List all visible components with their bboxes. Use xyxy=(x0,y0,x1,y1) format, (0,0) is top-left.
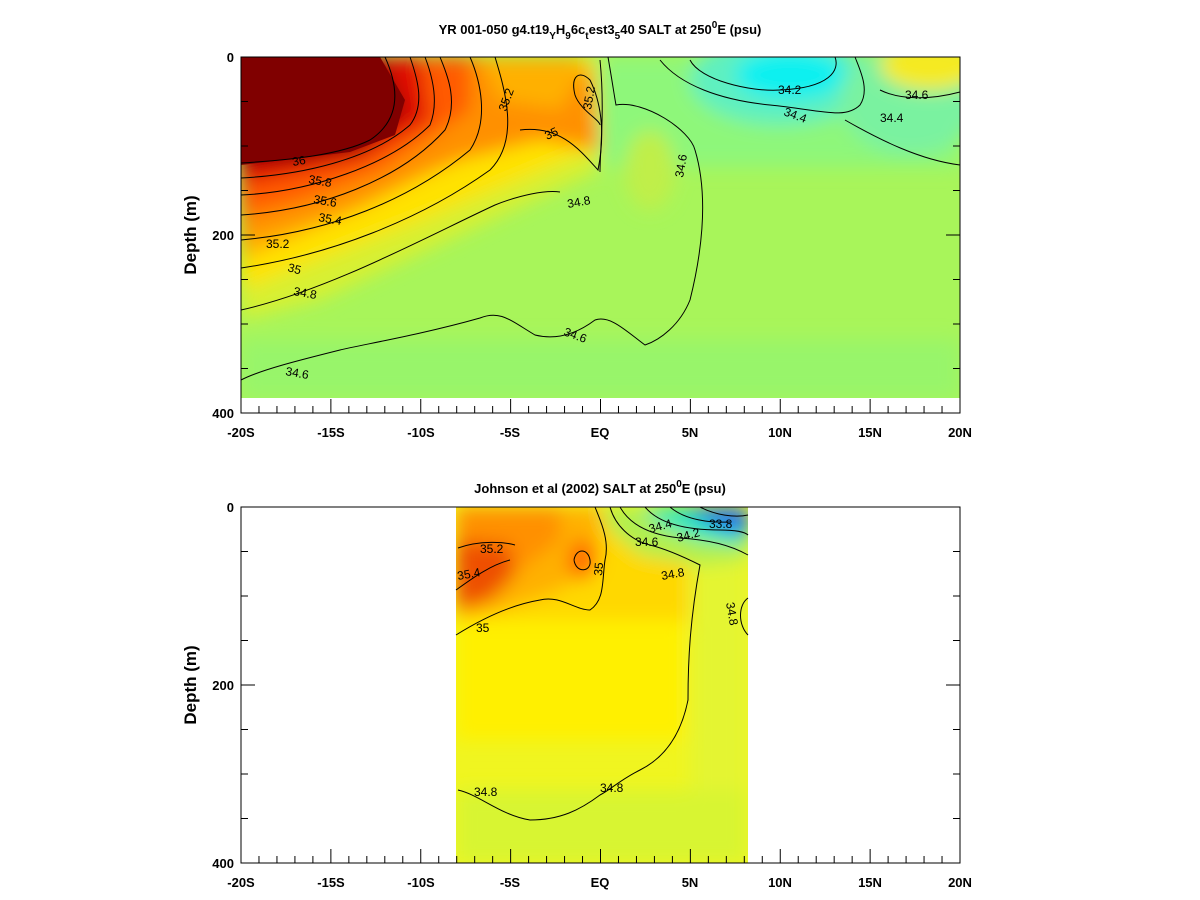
contour-label: 35 xyxy=(286,260,303,277)
contour-label: 33.8 xyxy=(709,517,733,531)
contour-label: 34.8 xyxy=(723,601,741,627)
contour-label: 35.8 xyxy=(307,172,333,190)
top-y-axis-label: Depth (m) xyxy=(181,195,200,274)
x-tick-label: 5N xyxy=(682,875,699,890)
bottom-contour-labels: 35.2 35.4 35 35 34.4 34.6 34.2 33.8 34.8… xyxy=(456,516,741,799)
x-tick-label: -5S xyxy=(500,875,521,890)
y-tick-label: 0 xyxy=(227,50,234,65)
x-tick-label: -5S xyxy=(500,425,521,440)
contour-label: 34.2 xyxy=(675,525,701,545)
contour-label: 34.4 xyxy=(880,111,904,125)
contour-label: 35.6 xyxy=(312,192,338,210)
contour-label: 34.8 xyxy=(600,781,624,795)
top-ticks xyxy=(240,56,961,414)
x-tick-label: 10N xyxy=(768,875,792,890)
x-tick-label: -10S xyxy=(407,875,435,890)
contour-label: 35 xyxy=(591,561,606,576)
bottom-x-tick-labels: -20S -15S -10S -5S EQ 5N 10N 15N 20N xyxy=(227,875,972,890)
contour-label: 34.6 xyxy=(635,535,659,549)
contour-label: 34.8 xyxy=(566,193,592,211)
x-tick-label: 5N xyxy=(682,425,699,440)
contour-label: 34.8 xyxy=(292,284,318,302)
contour-label: 34.2 xyxy=(778,83,802,97)
x-tick-label: -20S xyxy=(227,425,255,440)
bottom-contours xyxy=(455,506,749,821)
top-chart-title: YR 001-050 g4.t19YH96ctest3540 SALT at 2… xyxy=(439,20,762,42)
contour-label: 35 xyxy=(542,124,560,142)
top-contour-labels: 35.2 35.2 35 34.6 34.2 34.4 34.4 34.6 34… xyxy=(266,83,929,382)
y-tick-label: 200 xyxy=(212,678,234,693)
x-tick-label: -15S xyxy=(317,425,345,440)
contour-label: 35 xyxy=(476,621,490,635)
x-tick-label: 15N xyxy=(858,875,882,890)
x-tick-label: 10N xyxy=(768,425,792,440)
bottom-y-axis-label: Depth (m) xyxy=(181,645,200,724)
contour-label: 35.2 xyxy=(580,85,598,111)
top-contours xyxy=(240,56,961,381)
bottom-panel: Johnson et al (2002) SALT at 2500E (psu) xyxy=(181,479,972,890)
contour-label: 34.8 xyxy=(660,565,686,583)
x-tick-label: -10S xyxy=(407,425,435,440)
contour-label: 35.4 xyxy=(456,565,482,583)
y-tick-label: 400 xyxy=(212,406,234,421)
top-salinity-field xyxy=(241,57,960,398)
y-tick-label: 400 xyxy=(212,856,234,871)
contour-label: 34.6 xyxy=(672,153,690,179)
x-tick-label: 20N xyxy=(948,875,972,890)
x-tick-label: -15S xyxy=(317,875,345,890)
bottom-chart-title: Johnson et al (2002) SALT at 2500E (psu) xyxy=(474,479,726,496)
top-panel: YR 001-050 g4.t19YH96ctest3540 SALT at 2… xyxy=(181,20,972,440)
top-y-tick-labels: 0 200 400 xyxy=(212,50,234,421)
contour-label: 36 xyxy=(291,153,307,169)
top-x-tick-labels: -20S -15S -10S -5S EQ 5N 10N 15N 20N xyxy=(227,425,972,440)
contour-label: 34.4 xyxy=(647,516,673,536)
contour-label: 34.6 xyxy=(905,88,929,102)
contour-label: 35.2 xyxy=(266,237,290,251)
x-tick-label: EQ xyxy=(591,425,610,440)
y-tick-label: 0 xyxy=(227,500,234,515)
x-tick-label: 15N xyxy=(858,425,882,440)
x-tick-label: -20S xyxy=(227,875,255,890)
bottom-ticks xyxy=(240,506,961,864)
y-tick-label: 200 xyxy=(212,228,234,243)
x-tick-label: EQ xyxy=(591,875,610,890)
contour-label: 35.2 xyxy=(480,542,504,556)
bottom-y-tick-labels: 0 200 400 xyxy=(212,500,234,871)
x-tick-label: 20N xyxy=(948,425,972,440)
contour-label: 34.6 xyxy=(284,364,310,382)
contour-label: 34.8 xyxy=(474,785,498,799)
contour-label: 35.4 xyxy=(317,210,343,228)
